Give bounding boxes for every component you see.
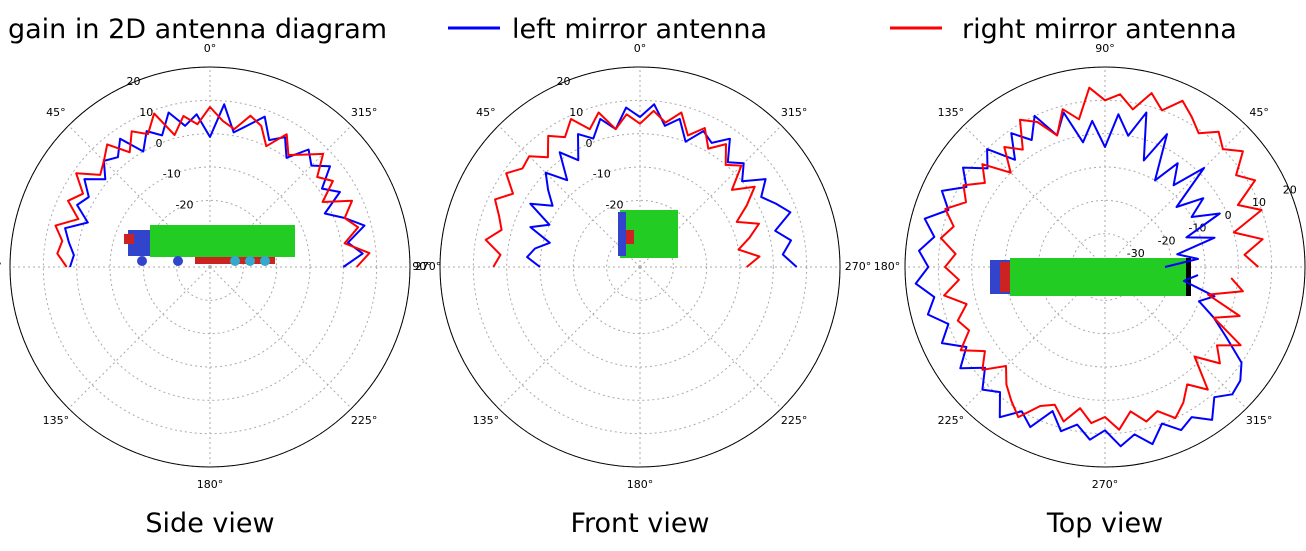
truck-side-icon [124,225,295,266]
chart-subtitle: Front view [570,508,709,539]
angle-tick-label: 0° [204,42,217,55]
angle-tick-label: 225° [938,414,965,427]
chart-subtitle: Top view [1046,508,1163,539]
angle-tick-label: 180° [197,478,224,491]
angle-tick-label: 180° [627,478,654,491]
r-tick-label: -10 [593,168,611,181]
r-tick-label: -10 [163,168,181,181]
angle-tick-label: 135° [938,106,965,119]
page: {"title": "gain in 2D antenna diagram", … [0,0,1306,551]
angle-tick-label: 0° [634,42,647,55]
angle-tick-label: 90° [0,260,2,273]
angle-tick-label: 45° [476,106,496,119]
polar-grid: 0°45°90°135°180°225°270°315°-30-20-10010… [412,42,871,491]
angle-tick-label: 225° [781,414,808,427]
r-tick-label: 10 [1252,196,1266,209]
angle-tick-label: 135° [473,414,500,427]
truck-top-icon [990,258,1191,296]
angle-tick-label: 90° [1095,42,1115,55]
r-tick-label: -20 [1158,234,1176,247]
angle-tick-label: 270° [845,260,872,273]
angle-tick-label: 180° [874,260,901,273]
angle-tick-label: 315° [351,106,378,119]
r-tick-label: -10 [1188,222,1206,235]
angle-tick-label: 225° [351,414,378,427]
r-tick-label: 0 [1225,209,1232,222]
angle-tick-label: 315° [1246,414,1273,427]
angle-tick-label: 45° [46,106,66,119]
grid-spoke [1105,126,1246,267]
angle-tick-label: 45° [1249,106,1269,119]
r-tick-label: 10 [569,106,583,119]
r-tick-label: 10 [139,106,153,119]
angle-tick-label: 315° [781,106,808,119]
grid-spoke [640,267,781,408]
grid-spoke [964,126,1105,267]
angle-tick-label: 135° [43,414,70,427]
r-tick-label: -20 [606,198,624,211]
r-tick-label: 0 [155,137,162,150]
chart-subtitle: Side view [145,508,274,539]
figure-title: gain in 2D antenna diagram [8,14,387,45]
angle-tick-label: 90° [412,260,432,273]
truck-front-icon [618,210,678,258]
grid-spoke [210,267,351,408]
legend-label: left mirror antenna [512,14,767,45]
figure: gain in 2D antenna diagram left mirror a… [0,0,1306,547]
r-tick-label: -20 [176,198,194,211]
angle-tick-label: 270° [1092,478,1119,491]
legend-label: right mirror antenna [962,14,1237,45]
